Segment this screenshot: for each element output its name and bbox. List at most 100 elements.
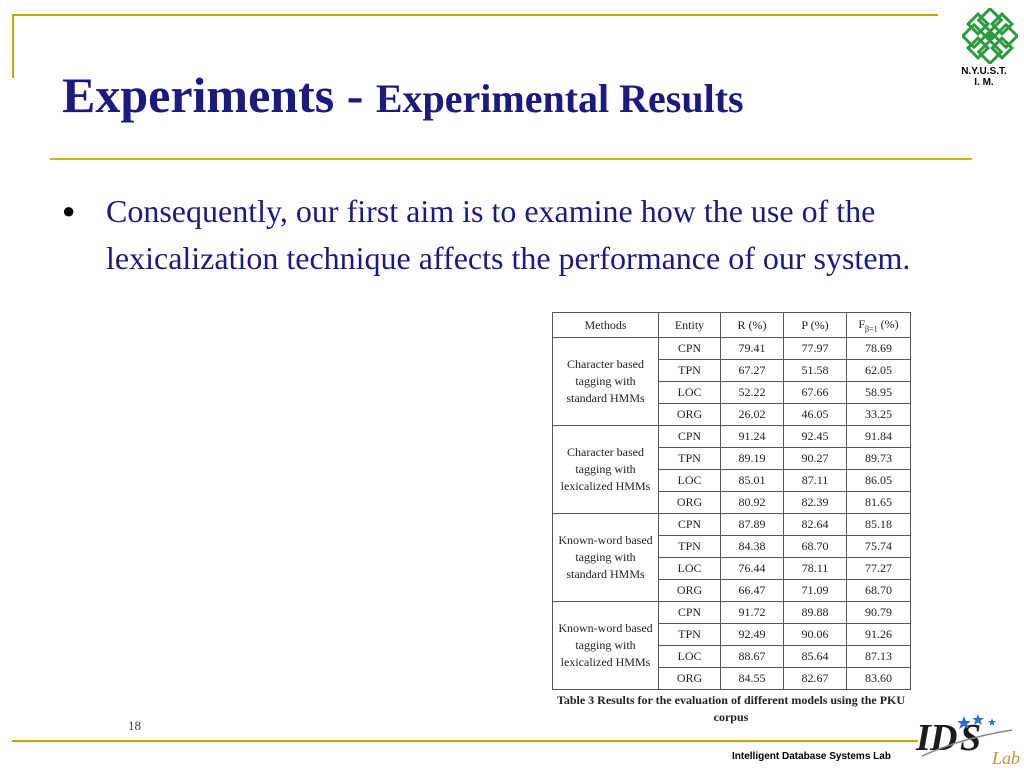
entity-cell: ORG <box>658 491 721 514</box>
table-row: ORG 84.55 82.67 83.60 <box>553 667 911 690</box>
recall-cell: 88.67 <box>720 645 784 668</box>
header-fscore-sub: β=1 <box>865 324 878 334</box>
nyust-logo-line1: N.Y.U.S.T. <box>961 66 1007 77</box>
footer-divider <box>12 740 918 742</box>
recall-cell: 67.27 <box>720 359 784 382</box>
page-title: Experiments - Experimental Results <box>62 66 744 124</box>
svg-text:D: D <box>929 717 957 759</box>
recall-cell: 87.89 <box>720 513 784 536</box>
fscore-cell: 33.25 <box>846 403 911 426</box>
recall-cell: 76.44 <box>720 557 784 580</box>
recall-cell: 92.49 <box>720 623 784 646</box>
fscore-cell: 58.95 <box>846 381 911 404</box>
fscore-cell: 91.84 <box>846 425 911 448</box>
svg-text:I: I <box>915 717 932 759</box>
recall-cell: 80.92 <box>720 491 784 514</box>
precision-cell: 78.11 <box>783 557 847 580</box>
precision-cell: 90.27 <box>783 447 847 470</box>
header-methods: Methods <box>552 312 659 338</box>
precision-cell: 87.11 <box>783 469 847 492</box>
ids-lab-logo: I D S Lab <box>912 710 1020 768</box>
fscore-cell: 85.18 <box>846 513 911 536</box>
entity-cell: CPN <box>658 601 721 624</box>
bullet-dot-icon: ● <box>62 198 76 223</box>
fscore-cell: 87.13 <box>846 645 911 668</box>
precision-cell: 68.70 <box>783 535 847 558</box>
title-divider <box>50 158 972 160</box>
precision-cell: 71.09 <box>783 579 847 602</box>
svg-text:S: S <box>960 717 981 759</box>
slide-frame-top-line <box>12 14 938 16</box>
recall-cell: 84.55 <box>720 667 784 690</box>
recall-cell: 26.02 <box>720 403 784 426</box>
slide-frame-left-line <box>12 14 14 78</box>
entity-cell: LOC <box>658 381 721 404</box>
entity-cell: TPN <box>658 359 721 382</box>
fscore-cell: 77.27 <box>846 557 911 580</box>
table-row: Known-word based tagging with lexicalize… <box>552 601 911 690</box>
fscore-cell: 68.70 <box>846 579 911 602</box>
entity-cell: LOC <box>658 645 721 668</box>
header-recall: R (%) <box>720 312 784 338</box>
precision-cell: 82.64 <box>783 513 847 536</box>
entity-cell: ORG <box>658 403 721 426</box>
table-caption: Table 3 Results for the evaluation of di… <box>556 693 906 724</box>
table-row: ORG 80.92 82.39 81.65 <box>553 491 911 514</box>
title-sub: Experimental Results <box>375 76 744 121</box>
results-table-container: Methods Entity R (%) P (%) Fβ=1 (%) Char… <box>552 312 911 726</box>
fscore-cell: 81.65 <box>846 491 911 514</box>
svg-text:Lab: Lab <box>991 748 1020 766</box>
precision-cell: 67.66 <box>783 381 847 404</box>
table-row: TPN 67.27 51.58 62.05 <box>553 359 911 382</box>
method-cell: Character based tagging with standard HM… <box>552 337 659 426</box>
ids-lab-logo-icon: I D S Lab <box>915 714 1020 768</box>
recall-cell: 84.38 <box>720 535 784 558</box>
recall-cell: 89.19 <box>720 447 784 470</box>
entity-cell: LOC <box>658 557 721 580</box>
recall-cell: 91.72 <box>720 601 784 624</box>
precision-cell: 51.58 <box>783 359 847 382</box>
header-fscore-f: F <box>858 316 866 331</box>
header-fscore: Fβ=1 (%) <box>846 312 911 338</box>
fscore-cell: 62.05 <box>846 359 911 382</box>
entity-cell: CPN <box>658 337 721 360</box>
fscore-cell: 89.73 <box>846 447 911 470</box>
table-header-row: Methods Entity R (%) P (%) Fβ=1 (%) <box>552 312 911 338</box>
table-row: Character based tagging with standard HM… <box>552 337 911 426</box>
fscore-cell: 90.79 <box>846 601 911 624</box>
results-table: Methods Entity R (%) P (%) Fβ=1 (%) Char… <box>552 312 911 690</box>
recall-cell: 91.24 <box>720 425 784 448</box>
fscore-cell: 86.05 <box>846 469 911 492</box>
table-row: LOC 85.01 87.11 86.05 <box>553 469 911 492</box>
title-main: Experiments - <box>62 67 376 123</box>
recall-cell: 66.47 <box>720 579 784 602</box>
recall-cell: 52.22 <box>720 381 784 404</box>
precision-cell: 90.06 <box>783 623 847 646</box>
method-cell: Character based tagging with lexicalized… <box>552 425 659 514</box>
page-number: 18 <box>128 718 141 733</box>
precision-cell: 92.45 <box>783 425 847 448</box>
entity-cell: TPN <box>658 623 721 646</box>
entity-cell: ORG <box>658 579 721 602</box>
entity-cell: ORG <box>658 667 721 690</box>
nyust-logo: N.Y.U.S.T. I. M. <box>950 8 1018 88</box>
method-cell: Known-word based tagging with standard H… <box>552 513 659 602</box>
precision-cell: 77.97 <box>783 337 847 360</box>
precision-cell: 82.67 <box>783 667 847 690</box>
fscore-cell: 83.60 <box>846 667 911 690</box>
precision-cell: 82.39 <box>783 491 847 514</box>
entity-cell: LOC <box>658 469 721 492</box>
table-row: TPN 84.38 68.70 75.74 <box>553 535 911 558</box>
recall-cell: 85.01 <box>720 469 784 492</box>
fscore-cell: 78.69 <box>846 337 911 360</box>
fscore-cell: 75.74 <box>846 535 911 558</box>
table-row: LOC 76.44 78.11 77.27 <box>553 557 911 580</box>
nyust-logo-text: N.Y.U.S.T. I. M. <box>950 66 1018 88</box>
entity-cell: TPN <box>658 447 721 470</box>
precision-cell: 89.88 <box>783 601 847 624</box>
precision-cell: 46.05 <box>783 403 847 426</box>
nyust-emblem-icon <box>962 8 1018 64</box>
entity-cell: CPN <box>658 513 721 536</box>
nyust-logo-line2: I. M. <box>974 77 994 88</box>
entity-cell: TPN <box>658 535 721 558</box>
